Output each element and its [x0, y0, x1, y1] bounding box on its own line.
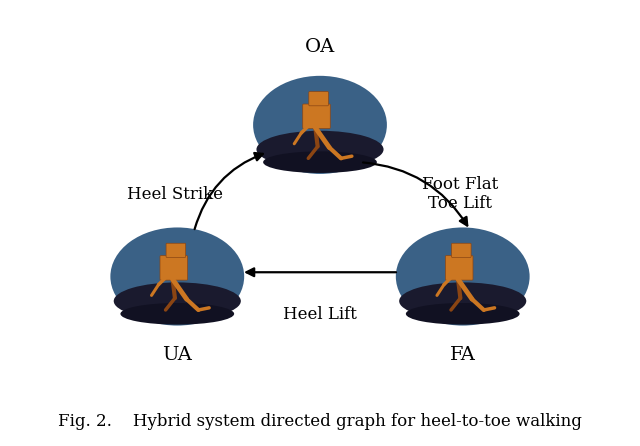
Ellipse shape: [253, 76, 387, 174]
Ellipse shape: [399, 282, 526, 320]
FancyBboxPatch shape: [445, 256, 473, 280]
FancyBboxPatch shape: [309, 91, 328, 106]
Ellipse shape: [110, 227, 244, 326]
Text: Heel Strike: Heel Strike: [127, 186, 223, 202]
Text: UA: UA: [163, 346, 192, 363]
Ellipse shape: [120, 303, 234, 325]
FancyBboxPatch shape: [166, 243, 186, 257]
Text: OA: OA: [305, 38, 335, 56]
Ellipse shape: [114, 282, 241, 320]
Text: Fig. 2.    Hybrid system directed graph for heel-to-toe walking: Fig. 2. Hybrid system directed graph for…: [58, 413, 582, 430]
Ellipse shape: [263, 151, 377, 173]
FancyArrowPatch shape: [363, 162, 467, 226]
Text: Heel Lift: Heel Lift: [283, 306, 357, 323]
Text: Foot Flat
Toe Lift: Foot Flat Toe Lift: [422, 176, 499, 212]
Ellipse shape: [406, 303, 520, 325]
FancyBboxPatch shape: [452, 243, 471, 257]
Ellipse shape: [257, 131, 383, 168]
FancyBboxPatch shape: [160, 256, 188, 280]
Text: FA: FA: [450, 346, 476, 363]
FancyArrowPatch shape: [246, 268, 396, 276]
FancyArrowPatch shape: [195, 153, 263, 229]
FancyBboxPatch shape: [303, 104, 330, 128]
Ellipse shape: [396, 227, 530, 326]
